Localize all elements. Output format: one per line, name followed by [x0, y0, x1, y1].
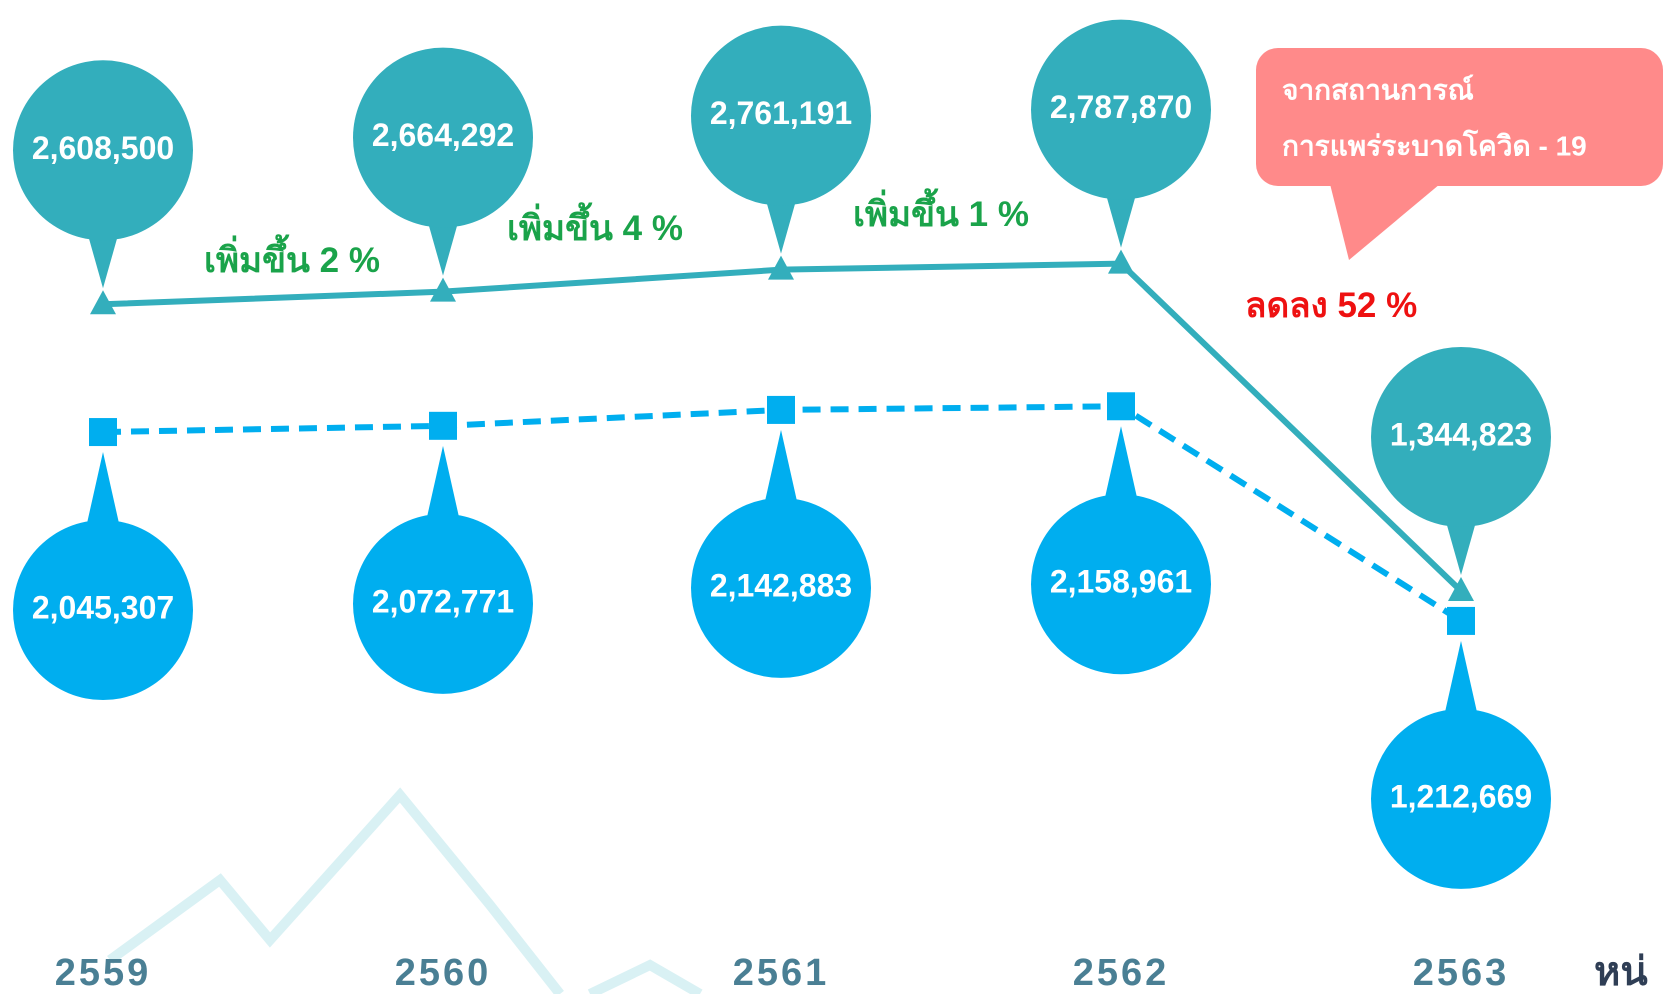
data-label: 2,664,292: [372, 117, 514, 153]
change-annotation: เพิ่มขึ้น 4 %: [507, 209, 683, 248]
data-label: 2,142,883: [710, 567, 852, 603]
data-label: 2,158,961: [1050, 564, 1192, 600]
x-tick-label: 2560: [395, 952, 492, 994]
x-tick-label: 2563: [1413, 952, 1510, 994]
balloon: [13, 60, 193, 241]
balloon: [353, 513, 533, 694]
balloon: [1031, 494, 1211, 675]
data-label: 2,072,771: [372, 583, 514, 619]
change-annotation: เพิ่มขึ้น 2 %: [204, 241, 380, 280]
change-annotation: เพิ่มขึ้น 1 %: [853, 195, 1029, 234]
unit-label: หน่: [1594, 948, 1648, 994]
point-marker: [768, 255, 794, 280]
callout-tail: [1330, 184, 1440, 260]
data-label: 2,787,870: [1050, 89, 1192, 125]
point-marker: [429, 411, 457, 440]
point-marker: [1447, 606, 1475, 635]
data-label: 2,045,307: [32, 590, 174, 626]
data-label: 1,212,669: [1390, 778, 1532, 814]
callout-box: [1256, 48, 1663, 186]
balloon: [353, 47, 533, 228]
balloon: [1031, 19, 1211, 200]
balloon: [1371, 708, 1551, 889]
point-marker: [1448, 576, 1474, 601]
balloon: [1371, 346, 1551, 527]
change-annotation: ลดลง 52 %: [1245, 286, 1418, 325]
data-label: 1,344,823: [1390, 416, 1532, 452]
x-tick-label: 2559: [55, 952, 152, 994]
point-marker: [1108, 249, 1134, 274]
balloon: [691, 25, 871, 206]
callout-text: จากสถานการณ์: [1282, 74, 1474, 105]
balloon: [13, 520, 193, 701]
x-tick-label: 2561: [733, 952, 830, 994]
point-marker: [767, 395, 795, 424]
point-marker: [1107, 392, 1135, 421]
balloon: [691, 497, 871, 678]
data-label: 2,761,191: [710, 95, 852, 131]
point-marker: [90, 290, 116, 315]
point-marker: [430, 277, 456, 302]
x-tick-label: 2562: [1073, 952, 1170, 994]
mountain-decoration: [107, 787, 703, 994]
data-label: 2,608,500: [32, 130, 174, 166]
callout-text: การแพร่ระบาดโควิด - 19: [1282, 128, 1587, 161]
point-marker: [89, 418, 117, 447]
